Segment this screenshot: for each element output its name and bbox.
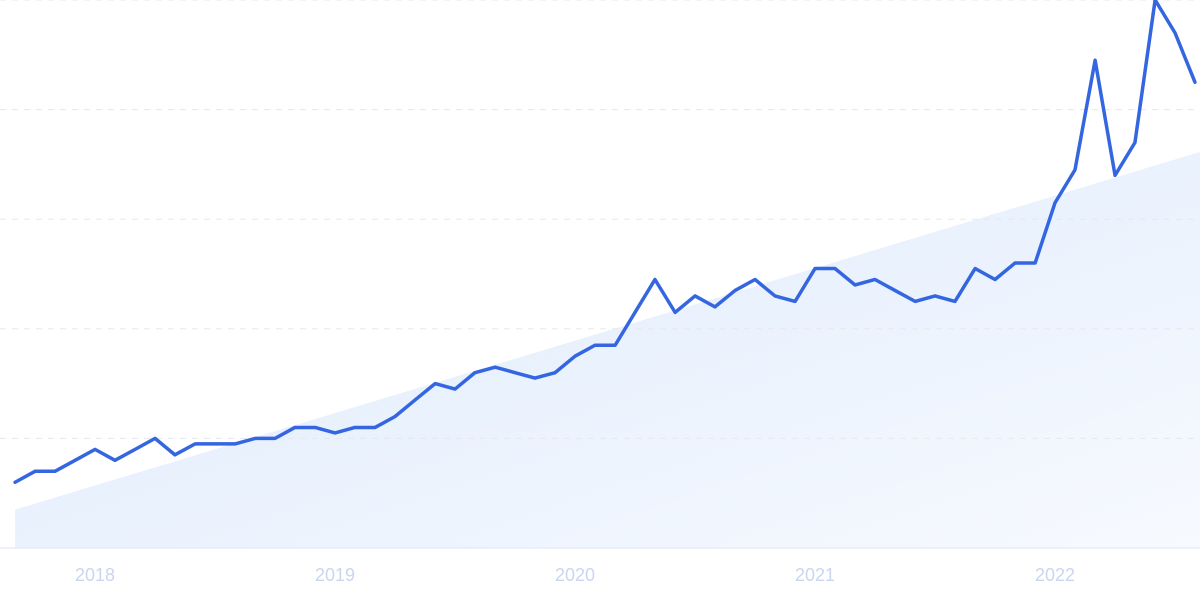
trend-area bbox=[15, 151, 1200, 548]
x-tick-label: 2019 bbox=[315, 565, 355, 585]
x-tick-label: 2021 bbox=[795, 565, 835, 585]
line bbox=[13, 0, 1197, 484]
x-tick-label: 2018 bbox=[75, 565, 115, 585]
x-tick-label: 2020 bbox=[555, 565, 595, 585]
x-tick-label: 2022 bbox=[1035, 565, 1075, 585]
